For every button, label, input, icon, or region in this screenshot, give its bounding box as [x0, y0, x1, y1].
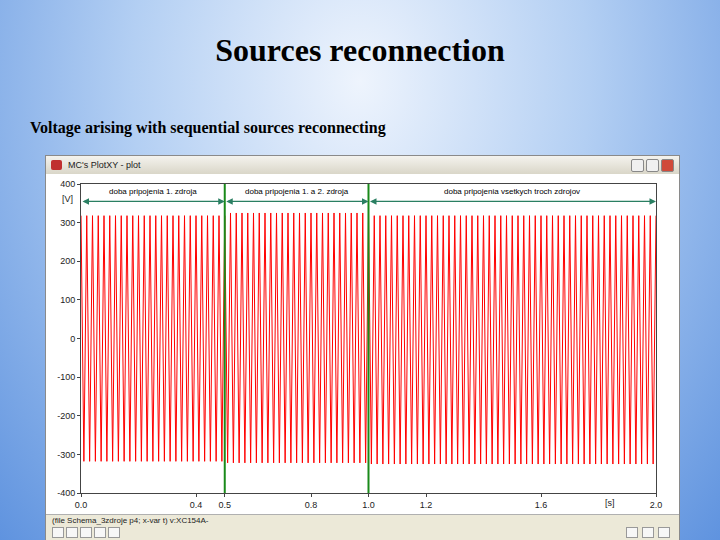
svg-text:-200: -200	[57, 411, 75, 421]
svg-text:100: 100	[60, 295, 75, 305]
svg-text:0: 0	[70, 334, 75, 344]
svg-text:2.0: 2.0	[650, 500, 663, 510]
svg-text:0.0: 0.0	[75, 500, 88, 510]
svg-text:doba pripojenia vsetkych troch: doba pripojenia vsetkych troch zdrojov	[444, 187, 580, 196]
svg-text:-300: -300	[57, 450, 75, 460]
svg-text:1.2: 1.2	[420, 500, 433, 510]
svg-text:[s]: [s]	[605, 498, 615, 508]
html-text:(file Schema_3zdroje p4; x-var: (file Schema_3zdroje p4; x-var t) v:XC15…	[52, 516, 209, 525]
svg-text:300: 300	[60, 218, 75, 228]
svg-text:0.4: 0.4	[190, 500, 203, 510]
svg-text:doba pripojenia 1. a 2. zdroja: doba pripojenia 1. a 2. zdroja	[245, 187, 349, 196]
svg-text:-100: -100	[57, 372, 75, 382]
svg-text:1.6: 1.6	[535, 500, 548, 510]
svg-text:-400: -400	[57, 488, 75, 498]
svg-text:doba pripojenia 1. zdroja: doba pripojenia 1. zdroja	[109, 187, 197, 196]
svg-text:1.0: 1.0	[362, 500, 375, 510]
html-text:MC's PlotXY - plot: MC's PlotXY - plot	[68, 160, 141, 170]
svg-text:0.8: 0.8	[305, 500, 318, 510]
html-text:Voltage arising with sequentia: Voltage arising with sequential sources …	[30, 119, 386, 136]
svg-text:200: 200	[60, 256, 75, 266]
svg-text:0.5: 0.5	[218, 500, 231, 510]
svg-text:[V]: [V]	[62, 194, 73, 204]
svg-text:400: 400	[60, 179, 75, 189]
html-text:Sources reconnection: Sources reconnection	[215, 32, 505, 68]
